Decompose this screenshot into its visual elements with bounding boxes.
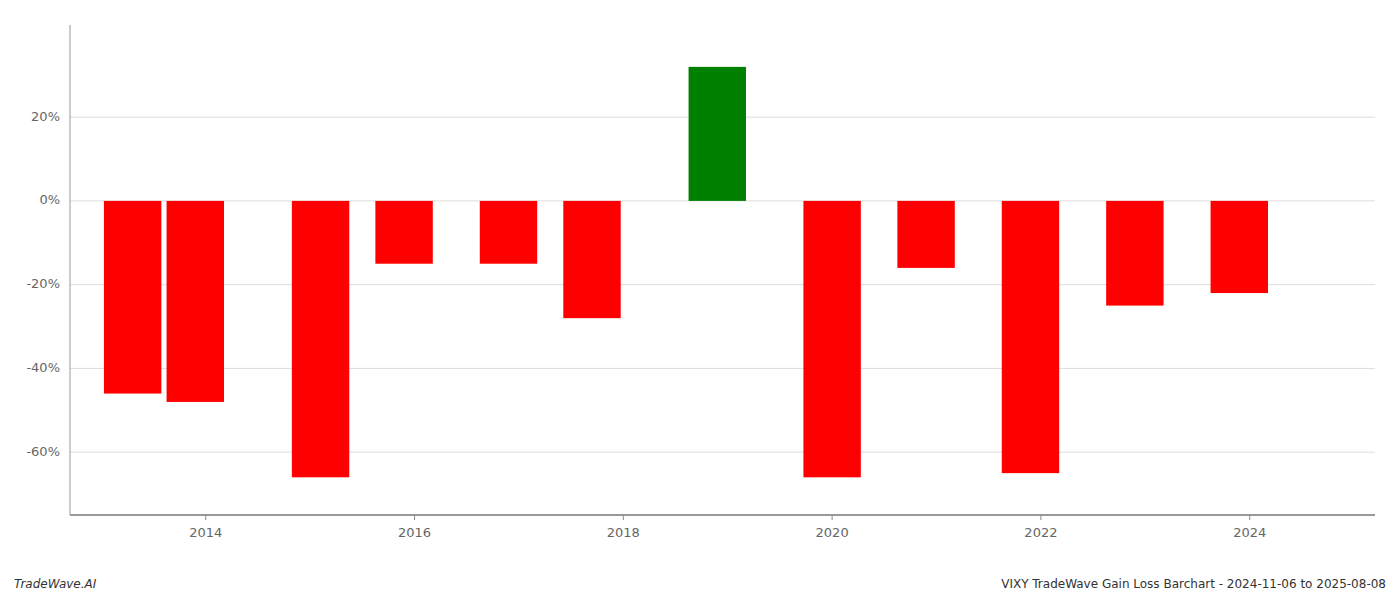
bar [375,201,432,264]
x-axis-line [70,515,1375,516]
bar [104,201,161,394]
x-tick-label: 2020 [816,525,849,540]
bar [803,201,860,477]
x-tick [832,515,833,520]
bar [897,201,954,268]
x-tick-label: 2016 [398,525,431,540]
y-tick-label: -40% [26,360,60,375]
chart-svg: -60% -40% -20% 0% 20% 2014 2016 2018 2020 2022 202… [0,0,1400,600]
grid-line [70,452,1375,453]
axes [70,25,1375,515]
x-tick-label: 2018 [607,525,640,540]
y-tick-labels: -60% -40% -20% 0% 20% [26,109,60,459]
grid-line [70,284,1375,285]
grid-line [70,368,1375,369]
y-tick-label: -60% [26,444,60,459]
x-tick [414,515,415,520]
bar [1106,201,1163,306]
footer-left: TradeWave.AI [14,577,97,591]
bars [104,67,1268,477]
x-tick [623,515,624,520]
x-tick [1249,515,1250,520]
bar [563,201,620,318]
x-tick-label: 2024 [1233,525,1266,540]
y-axis-line [70,25,71,515]
y-tick-label: -20% [26,276,60,291]
y-tick-label: 20% [31,109,60,124]
footer-right: VIXY TradeWave Gain Loss Barchart - 2024… [1001,577,1386,591]
bar [480,201,537,264]
bar [292,201,349,477]
y-tick-label: 0% [39,192,60,207]
x-tick [205,515,206,520]
bar [1002,201,1059,473]
bar [689,67,746,201]
chart-container: -60% -40% -20% 0% 20% 2014 2016 2018 2020 2022 202… [0,0,1400,600]
x-ticks: 2014 2016 2018 2020 2022 2024 [189,515,1266,540]
x-tick [1040,515,1041,520]
bar [1211,201,1268,293]
x-tick-label: 2014 [189,525,222,540]
bar [167,201,224,402]
x-tick-label: 2022 [1024,525,1057,540]
